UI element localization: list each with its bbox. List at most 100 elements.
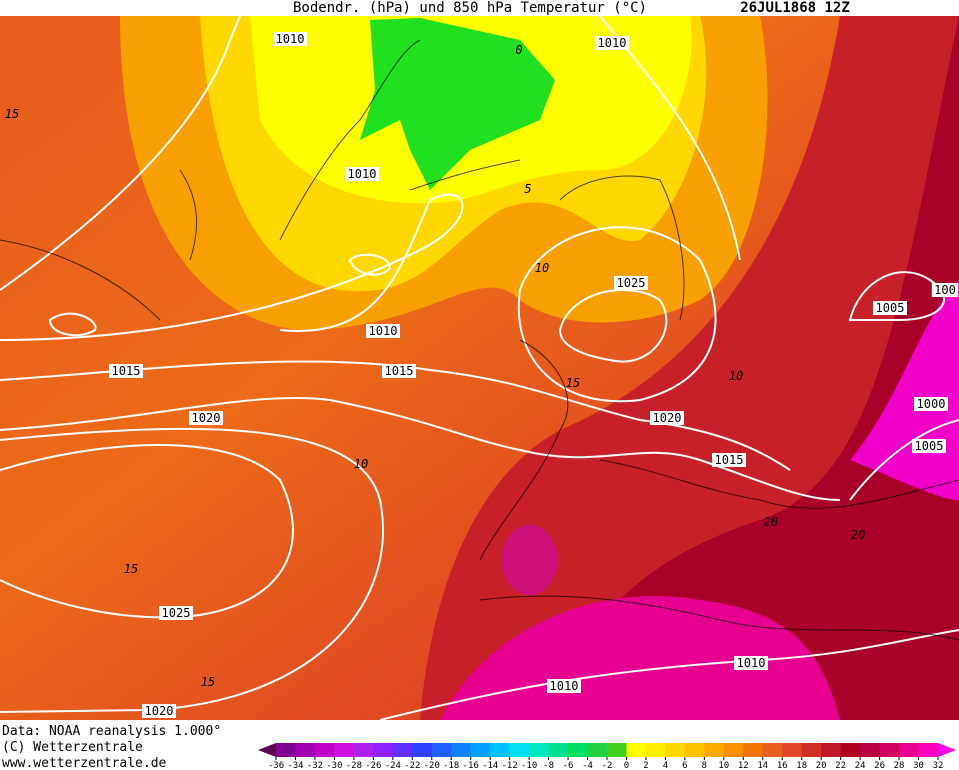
colorbar-swatch bbox=[295, 743, 316, 757]
isobar-label: 1020 bbox=[192, 411, 221, 425]
colorbar-swatch bbox=[645, 743, 666, 757]
isotherm-label: 5 bbox=[524, 182, 531, 196]
colorbar-tick-label: 12 bbox=[738, 761, 749, 770]
footer-line: (C) Wetterzentrale bbox=[2, 740, 143, 755]
isobar-label-box bbox=[382, 364, 416, 378]
colorbar-tick-label: 32 bbox=[933, 761, 944, 770]
isobar-label-box bbox=[912, 439, 946, 453]
isobar-label-box bbox=[189, 411, 223, 425]
colorbar-tick-label: -18 bbox=[443, 761, 459, 770]
isobar-label-box bbox=[931, 283, 959, 297]
isobar-label: 1010 bbox=[348, 167, 377, 181]
colorbar-swatch bbox=[276, 743, 296, 757]
isobar-label-box bbox=[650, 411, 684, 425]
isobar-label-box bbox=[345, 167, 379, 181]
colorbar-tick-label: -20 bbox=[424, 761, 440, 770]
colorbar-swatch bbox=[451, 743, 472, 757]
coastlines bbox=[0, 39, 959, 641]
colorbar-swatch bbox=[840, 743, 861, 757]
isobars bbox=[0, 15, 959, 721]
isobar-label-box bbox=[547, 679, 581, 693]
isotherm-label: 10 bbox=[535, 261, 549, 275]
colorbar-swatch bbox=[762, 743, 783, 757]
colorbar-swatch bbox=[568, 743, 589, 757]
colorbar-swatch bbox=[743, 743, 764, 757]
colorbar-swatch bbox=[684, 743, 705, 757]
hot-spot bbox=[502, 525, 558, 595]
colorbar-tick-label: -10 bbox=[521, 761, 537, 770]
isobar-label-box bbox=[914, 397, 948, 411]
colorbar-swatch bbox=[801, 743, 822, 757]
colorbar-tick-label: 4 bbox=[663, 761, 668, 770]
colorbar-swatch bbox=[490, 743, 511, 757]
colorbar-tick-label: 20 bbox=[816, 761, 827, 770]
colorbar-tick-label: 8 bbox=[702, 761, 707, 770]
isobar-label-box bbox=[595, 36, 629, 50]
isotherm-label: 20 bbox=[764, 515, 778, 529]
colorbar-tick-label: 26 bbox=[874, 761, 885, 770]
colorbar-tick-label: -26 bbox=[365, 761, 381, 770]
colorbar-tick-label: 30 bbox=[913, 761, 924, 770]
colorbar-tick-label: -16 bbox=[463, 761, 479, 770]
colorbar-swatch bbox=[314, 743, 335, 757]
isotherm-label: 20 bbox=[851, 528, 865, 542]
isobar-label: 1025 bbox=[162, 606, 191, 620]
isobar-label: 1025 bbox=[617, 276, 646, 290]
colorbar-arrow bbox=[938, 743, 956, 757]
colorbar-swatch bbox=[412, 743, 433, 757]
colorbar-tick-label: -22 bbox=[404, 761, 420, 770]
very-hot-region bbox=[560, 16, 959, 720]
extreme-region-south bbox=[440, 596, 840, 720]
footer-line: www.wetterzentrale.de bbox=[2, 756, 167, 770]
colorbar-tick-label: 14 bbox=[757, 761, 768, 770]
colorbar-swatch bbox=[529, 743, 550, 757]
colorbar-swatch bbox=[587, 743, 608, 757]
isobar-label: 1010 bbox=[276, 32, 305, 46]
colorbar-swatch bbox=[373, 743, 394, 757]
colorbar-tick-label: -12 bbox=[502, 761, 518, 770]
map-title: Bodendr. (hPa) und 850 hPa Temperatur (°… bbox=[293, 0, 647, 16]
isobar-label-box bbox=[273, 32, 307, 46]
footer-line: Data: NOAA reanalysis 1.000° bbox=[2, 724, 221, 739]
colorbar-swatch bbox=[392, 743, 413, 757]
isotherm-label: 15 bbox=[5, 107, 19, 121]
isobar-label: 1005 bbox=[915, 439, 944, 453]
isobar-label: 1020 bbox=[145, 704, 174, 718]
isobar-label: 1010 bbox=[598, 36, 627, 50]
colorbar-tick-label: 18 bbox=[796, 761, 807, 770]
isobar-label-box bbox=[614, 276, 648, 290]
colorbar-swatch bbox=[704, 743, 725, 757]
colorbar-tick-label: -6 bbox=[563, 761, 574, 770]
isobar-label: 1015 bbox=[715, 453, 744, 467]
colorbar-swatch bbox=[879, 743, 900, 757]
isobar-label: 1020 bbox=[653, 411, 682, 425]
isobar-label-box bbox=[109, 364, 143, 378]
colorbar-swatch bbox=[470, 743, 491, 757]
isobar-label: 1010 bbox=[737, 656, 766, 670]
colorbar-tick-label: 10 bbox=[718, 761, 729, 770]
isobar-label-box bbox=[159, 606, 193, 620]
colorbar-tick-label: 0 bbox=[624, 761, 629, 770]
colorbar-tick-label: -2 bbox=[602, 761, 613, 770]
colorbar-tick-label: 28 bbox=[894, 761, 905, 770]
colorbar-swatch bbox=[334, 743, 355, 757]
isotherm-label: 15 bbox=[124, 562, 138, 576]
isotherm-label: 10 bbox=[354, 457, 368, 471]
colorbar-swatch bbox=[860, 743, 881, 757]
isotherm-label: 15 bbox=[566, 376, 580, 390]
isotherm-label: 15 bbox=[201, 675, 215, 689]
isobar-label-box bbox=[734, 656, 768, 670]
isobar-label-box bbox=[142, 704, 176, 718]
isobar-label: 1005 bbox=[876, 301, 905, 315]
isotherm-label: 10 bbox=[729, 369, 743, 383]
colorbar-tick-label: -34 bbox=[287, 761, 303, 770]
isobar-label: 1000 bbox=[917, 397, 946, 411]
colorbar-swatch bbox=[899, 743, 920, 757]
greenland-cold bbox=[360, 18, 555, 190]
colorbar-swatch bbox=[918, 743, 939, 757]
colorbar-swatch bbox=[509, 743, 530, 757]
colorbar-swatch bbox=[665, 743, 686, 757]
isobar-label: 1010 bbox=[550, 679, 579, 693]
map-date: 26JUL1868 12Z bbox=[740, 0, 850, 16]
